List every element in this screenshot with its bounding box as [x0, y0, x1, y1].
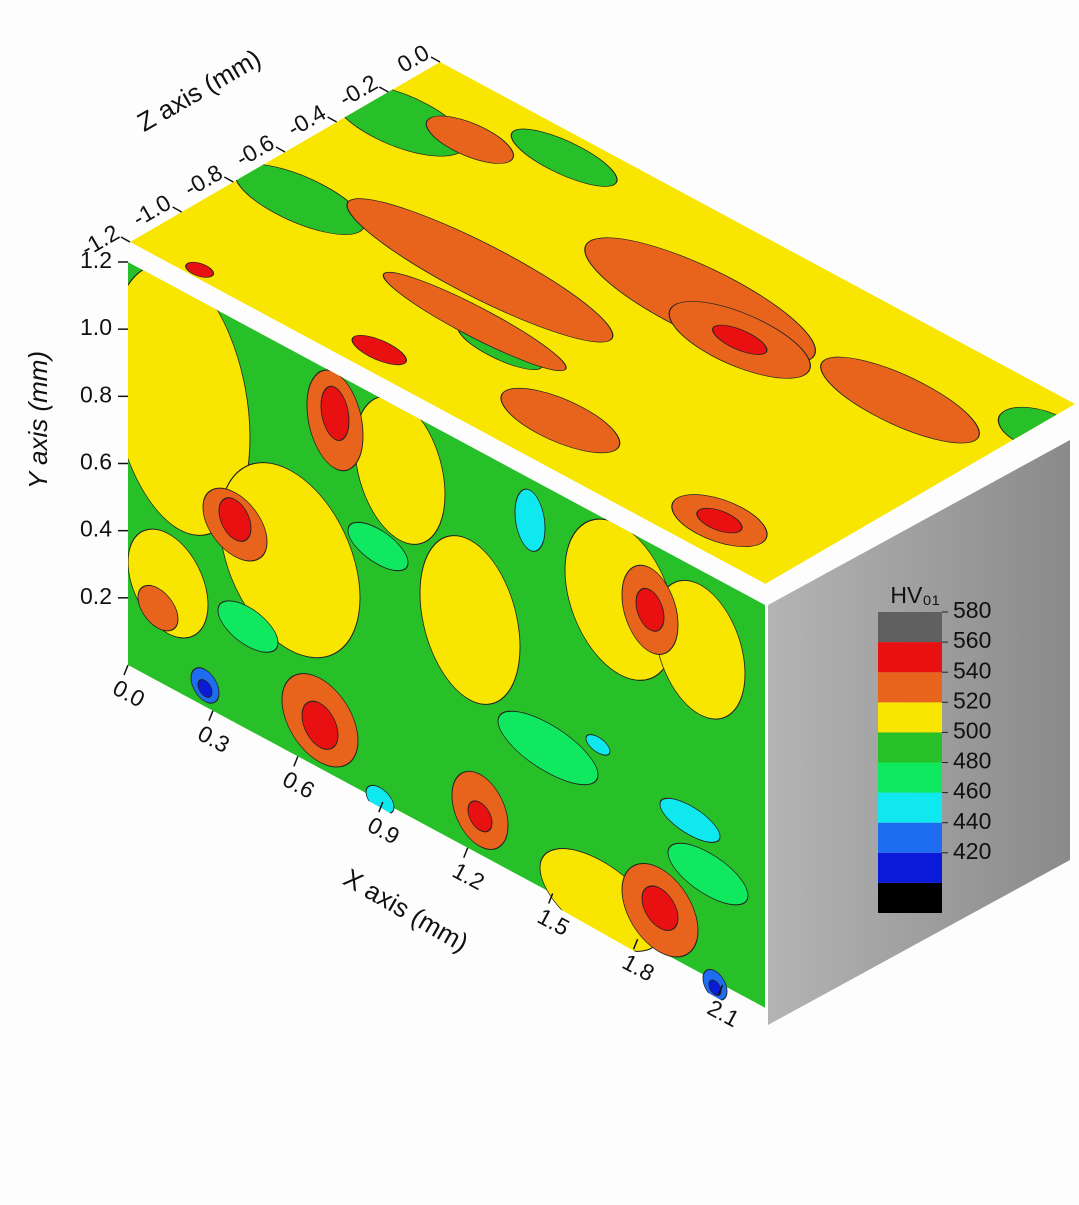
- colorbar-band: [878, 672, 942, 703]
- z-tick: [223, 176, 234, 183]
- colorbar-band: [878, 822, 942, 853]
- x-tick: [632, 938, 639, 950]
- z-tick: [120, 236, 131, 243]
- y-tick-label: 1.2: [80, 247, 112, 273]
- colorbar-band: [878, 732, 942, 763]
- colorbar-band: [878, 762, 942, 793]
- x-tick-label: 0.0: [109, 674, 149, 712]
- contour-patch: [667, 842, 749, 906]
- colorbar-tick-label: 480: [953, 748, 991, 774]
- contour-patch: [382, 271, 567, 372]
- contour-patch: [510, 128, 618, 187]
- contour-patch: [696, 507, 743, 534]
- x-tick-label: 1.2: [448, 857, 488, 895]
- colorbar-tick-label: 460: [953, 778, 991, 804]
- top-face: [130, 62, 1075, 584]
- y-tick-label: 0.6: [80, 449, 112, 475]
- y-tick-label: 0.4: [80, 516, 112, 542]
- contour-patch: [585, 734, 611, 756]
- x-tick-label: 0.9: [363, 811, 403, 849]
- contour-patch: [820, 356, 980, 444]
- contour-patch: [497, 710, 599, 786]
- contour-patch: [500, 387, 621, 454]
- contour-patch: [635, 587, 665, 632]
- x-tick-label: 0.3: [194, 720, 234, 758]
- x-tick: [208, 710, 214, 721]
- front-contours: [128, 262, 765, 1008]
- x-tick-label: 2.1: [703, 994, 743, 1032]
- x-tick: [293, 756, 299, 767]
- colorbar-tick-label: 560: [953, 627, 991, 653]
- contour-patch: [301, 700, 339, 750]
- contour-patch: [346, 198, 614, 343]
- x-tick: [123, 664, 129, 676]
- contour-patch: [659, 797, 721, 843]
- contour-patch: [641, 885, 679, 931]
- z-tick: [275, 146, 286, 153]
- y-axis-label: Y axis (mm): [23, 351, 53, 489]
- contour-patch: [137, 584, 179, 632]
- contour-patch: [185, 261, 215, 278]
- colorbar-tick-label: 520: [953, 687, 991, 713]
- colorbar-band: [878, 702, 942, 733]
- z-tick: [378, 86, 389, 93]
- colorbar-tick-label: 500: [953, 717, 991, 743]
- contour-patch: [347, 521, 409, 572]
- x-tick: [463, 847, 469, 859]
- y-tick-label: 0.2: [80, 583, 112, 609]
- contour-patch: [467, 800, 493, 833]
- top-contours: [130, 62, 1075, 584]
- colorbar-band: [878, 612, 942, 643]
- contour-patch: [217, 600, 279, 653]
- z-tick: [327, 116, 338, 123]
- contour-patch: [425, 115, 514, 164]
- contour-patch: [514, 488, 546, 552]
- colorbar-tick-label: 440: [953, 808, 991, 834]
- colorbar-title: HV₀₁: [890, 582, 939, 608]
- colorbar-band: [878, 642, 942, 673]
- x-tick-label: 1.8: [618, 948, 658, 986]
- colorbar-band: [878, 882, 942, 913]
- contour-patch: [712, 324, 768, 355]
- colorbar-tick-label: 540: [953, 657, 991, 683]
- colorbar-band: [878, 792, 942, 823]
- contour-patch: [351, 335, 407, 366]
- x-tick: [547, 893, 554, 904]
- contour-patch: [419, 535, 521, 705]
- contour-patch: [320, 385, 350, 441]
- contour-base: [130, 62, 1075, 584]
- contour-patch: [708, 979, 722, 997]
- colorbar-tick-label: 580: [953, 597, 991, 623]
- x-tick: [378, 801, 384, 813]
- z-tick: [172, 206, 183, 213]
- front-face: [128, 262, 765, 1008]
- colorbar-tick-label: 420: [953, 838, 991, 864]
- z-axis-label: Z axis (mm): [132, 43, 266, 138]
- x-tick-label: 0.6: [279, 766, 319, 804]
- x-tick: [717, 984, 724, 996]
- z-tick: [430, 56, 441, 63]
- colorbar-band: [878, 852, 942, 883]
- contour-patch: [218, 497, 252, 542]
- contour-patch: [197, 679, 213, 698]
- y-tick-label: 1.0: [80, 314, 112, 340]
- y-tick-label: 0.8: [80, 381, 112, 407]
